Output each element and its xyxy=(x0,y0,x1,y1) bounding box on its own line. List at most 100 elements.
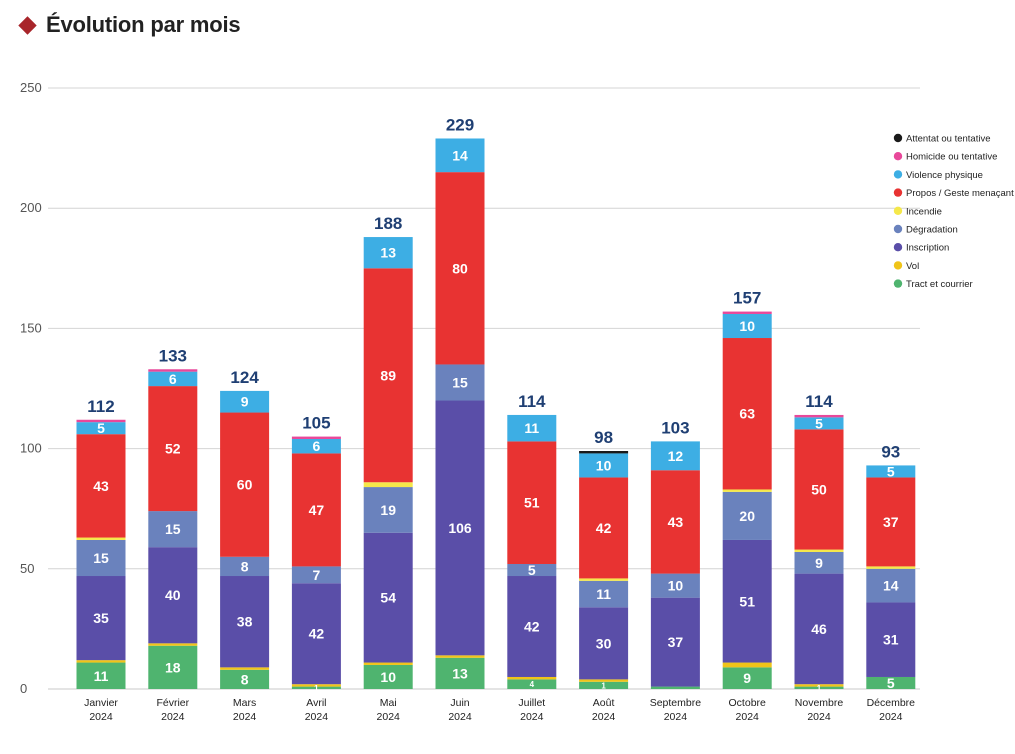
segment-value-label: 12 xyxy=(668,448,684,464)
bar-segment xyxy=(76,662,126,689)
x-tick-label: Décembre xyxy=(867,697,916,709)
legend-entry: Vol xyxy=(906,261,919,272)
bar-septembre xyxy=(650,441,700,689)
legend-marker xyxy=(893,206,903,215)
segment-value-label: 15 xyxy=(165,521,181,537)
bar-segment xyxy=(363,532,413,663)
legend-marker xyxy=(893,243,903,252)
legend-marker xyxy=(893,261,903,270)
x-tick-label: Novembre xyxy=(795,697,844,709)
segment-value-label: 6 xyxy=(169,371,177,387)
segment-value-label: 10 xyxy=(380,669,396,685)
bar-segment xyxy=(866,676,916,689)
bar-segment xyxy=(220,667,270,670)
segment-value-label: 4 xyxy=(530,680,535,689)
bar-segment xyxy=(220,556,270,577)
segment-value-label: 13 xyxy=(452,665,468,681)
legend-entry: Violence physique xyxy=(906,170,983,181)
bar-segment xyxy=(507,414,557,442)
x-tick-label: 2024 xyxy=(807,711,831,723)
x-tick-label: 2024 xyxy=(448,711,472,723)
segment-value-label: 9 xyxy=(815,555,823,571)
legend-entry: Propos / Geste menaçant xyxy=(906,188,1014,199)
bar-segment xyxy=(794,573,844,685)
segment-value-label: 38 xyxy=(237,614,253,630)
bar-segment xyxy=(507,441,557,564)
x-tick-label: 2024 xyxy=(161,711,185,723)
bar-segment xyxy=(291,686,341,689)
bar-août xyxy=(579,451,629,689)
bar-janvier xyxy=(76,419,126,689)
bar-segment xyxy=(722,539,772,663)
y-tick-label: 200 xyxy=(20,200,42,215)
bar-segment xyxy=(363,487,413,533)
bar-segment xyxy=(650,686,700,689)
segment-value-label: 5 xyxy=(528,562,536,578)
bar-segment xyxy=(291,438,341,454)
legend-marker xyxy=(893,279,903,288)
bar-segment xyxy=(866,566,916,569)
bar-décembre xyxy=(866,465,916,689)
bar-segment xyxy=(148,369,198,372)
bar-segment xyxy=(435,172,485,365)
bar-segment xyxy=(722,667,772,689)
segment-value-label: 15 xyxy=(93,550,109,566)
bar-segment xyxy=(722,662,772,668)
segment-value-label: 9 xyxy=(743,670,751,686)
segment-value-label: 80 xyxy=(452,260,468,276)
x-tick-label: 2024 xyxy=(592,711,616,723)
segment-value-label: 5 xyxy=(97,420,105,436)
segment-value-label: 11 xyxy=(94,668,109,684)
bar-segment xyxy=(866,602,916,677)
segment-value-label: 5 xyxy=(887,675,895,691)
legend-marker xyxy=(893,188,903,197)
x-tick-label: Octobre xyxy=(729,697,767,709)
segment-value-label: 40 xyxy=(165,587,181,603)
segment-value-label: 43 xyxy=(93,478,109,494)
bar-segment xyxy=(722,311,772,314)
bar-segment xyxy=(579,679,629,682)
labels-layer: 113515435112Janvier2024184015526133Févri… xyxy=(84,115,915,723)
bar-segment xyxy=(76,434,126,538)
bar-segment xyxy=(579,451,629,454)
x-tick-label: Septembre xyxy=(650,697,702,709)
legend-entry: Inscription xyxy=(906,243,949,254)
bar-segment xyxy=(291,566,341,584)
bar-segment xyxy=(148,547,198,644)
segment-value-label: 37 xyxy=(883,514,899,530)
bar-segment xyxy=(794,684,844,687)
segment-value-label: 14 xyxy=(883,578,899,594)
bar-segment xyxy=(76,537,126,540)
bar-total-label: 124 xyxy=(230,368,259,387)
legend-entry: Attentat ou tentative xyxy=(906,134,991,145)
segment-value-label: 42 xyxy=(524,618,540,634)
segment-value-label: 51 xyxy=(739,593,755,609)
segment-value-label: 11 xyxy=(596,586,611,602)
bar-segment xyxy=(291,436,341,439)
segment-value-label: 51 xyxy=(524,495,540,511)
x-tick-label: 2024 xyxy=(377,711,401,723)
segment-value-label: 18 xyxy=(165,659,181,675)
legend-entry: Incendie xyxy=(906,206,942,217)
bar-segment xyxy=(148,386,198,512)
segment-value-label: 1 xyxy=(601,681,606,690)
x-tick-label: 2024 xyxy=(736,711,760,723)
bar-segment xyxy=(363,237,413,269)
x-tick-label: 2024 xyxy=(89,711,113,723)
legend-marker xyxy=(893,133,903,143)
segment-value-label: 5 xyxy=(887,463,895,479)
bar-total-label: 114 xyxy=(805,392,833,411)
segment-value-label: 11 xyxy=(524,420,539,436)
bar-total-label: 157 xyxy=(733,289,761,308)
segment-value-label: 52 xyxy=(165,441,181,457)
y-tick-label: 50 xyxy=(20,561,34,576)
page-title: Évolution par mois xyxy=(46,12,241,37)
bar-segment xyxy=(650,441,700,471)
bar-segment xyxy=(579,607,629,680)
bar-segment xyxy=(866,465,916,478)
bar-segment xyxy=(722,491,772,540)
segment-value-label: 37 xyxy=(668,634,684,650)
segment-value-label: 43 xyxy=(668,514,684,530)
bar-segment xyxy=(435,138,485,173)
